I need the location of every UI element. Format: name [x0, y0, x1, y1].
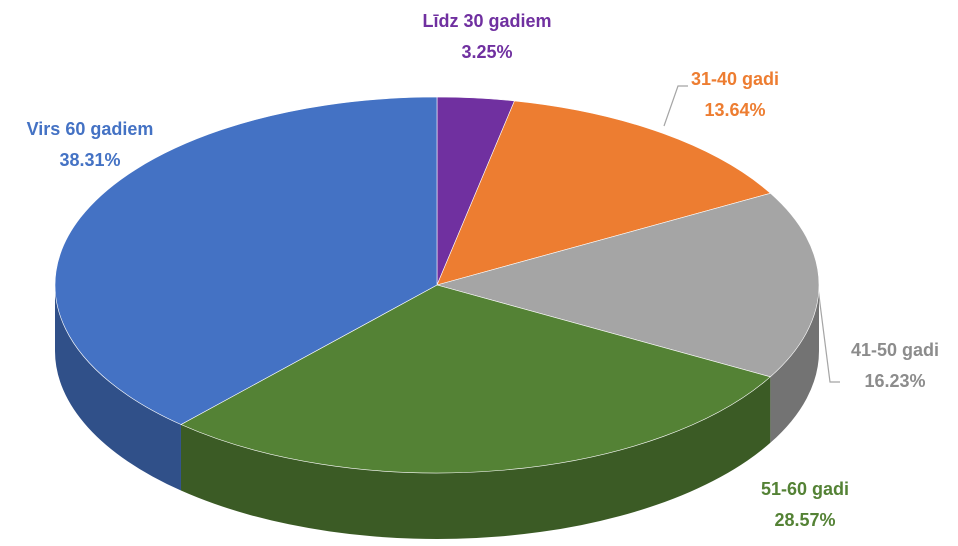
slice-value-label: 13.64% — [704, 100, 765, 120]
slice — [435, 192, 820, 378]
side-walls — [55, 285, 819, 539]
slice-label: Līdz 30 gadiem — [422, 11, 551, 31]
slices — [54, 96, 820, 474]
slice — [436, 100, 772, 286]
slice-side — [55, 285, 181, 491]
leader-line — [817, 287, 840, 383]
slice — [180, 284, 771, 474]
slice-label: 51-60 gadi — [761, 479, 849, 499]
slice-value-label: 28.57% — [774, 510, 835, 530]
slice-side — [770, 285, 819, 443]
slice-side — [180, 376, 771, 539]
slice-value-label: 38.31% — [59, 150, 120, 170]
slice-label: Virs 60 gadiem — [27, 119, 154, 139]
slice-label: 41-50 gadi — [851, 340, 939, 360]
leader-line — [663, 85, 688, 127]
slice-label: 31-40 gadi — [691, 69, 779, 89]
slice-value-label: 3.25% — [461, 42, 512, 62]
slice — [54, 96, 438, 425]
slice-value-label: 16.23% — [864, 371, 925, 391]
